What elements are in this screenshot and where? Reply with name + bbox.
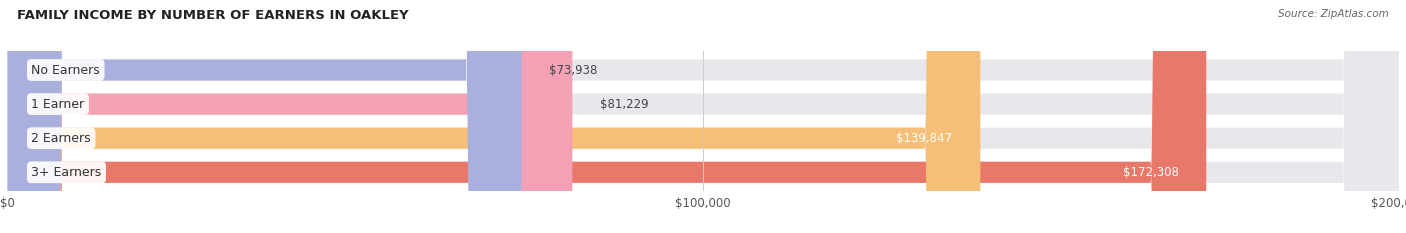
Text: $172,308: $172,308 [1122,166,1178,179]
FancyBboxPatch shape [7,0,1206,233]
FancyBboxPatch shape [7,0,572,233]
FancyBboxPatch shape [7,0,980,233]
FancyBboxPatch shape [7,0,1399,233]
Text: $73,938: $73,938 [550,64,598,76]
FancyBboxPatch shape [7,0,522,233]
FancyBboxPatch shape [7,0,1399,233]
Text: FAMILY INCOME BY NUMBER OF EARNERS IN OAKLEY: FAMILY INCOME BY NUMBER OF EARNERS IN OA… [17,9,409,22]
Text: $139,847: $139,847 [897,132,952,145]
Text: 1 Earner: 1 Earner [31,98,84,111]
Text: Source: ZipAtlas.com: Source: ZipAtlas.com [1278,9,1389,19]
Text: No Earners: No Earners [31,64,100,76]
FancyBboxPatch shape [7,0,1399,233]
Text: $81,229: $81,229 [600,98,648,111]
Text: 3+ Earners: 3+ Earners [31,166,101,179]
FancyBboxPatch shape [7,0,1399,233]
Text: 2 Earners: 2 Earners [31,132,91,145]
